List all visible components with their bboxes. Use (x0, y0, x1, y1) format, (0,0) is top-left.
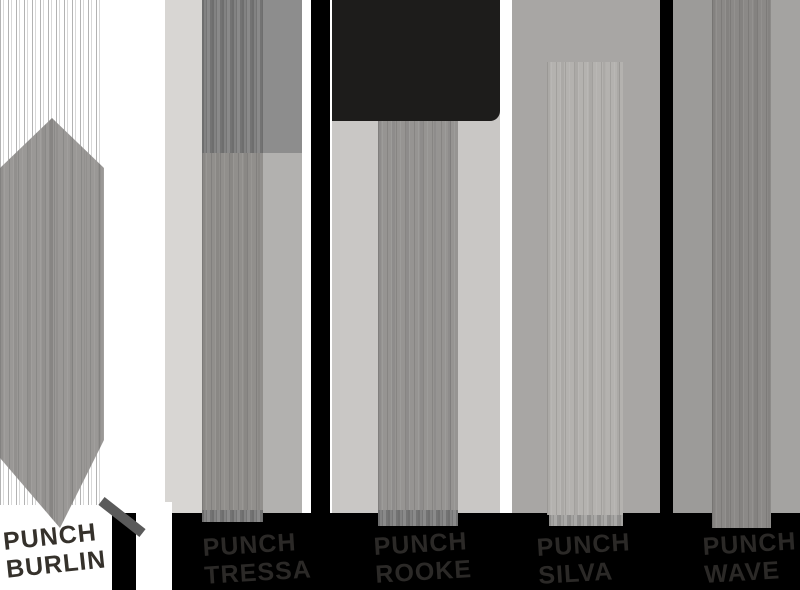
black-separator-bar (311, 0, 330, 590)
stretched-pixels-tressa-top (202, 0, 263, 153)
plank-center-seam (49, 118, 53, 528)
brand-text: PUNCH (535, 528, 632, 562)
backdrop-column-wave-right (771, 0, 800, 522)
white-divider-strip (136, 502, 172, 590)
backdrop-column-wave-left (673, 0, 712, 522)
gray-column-tressa-bottom (263, 153, 302, 515)
plank-sample-burlin (0, 118, 104, 528)
gray-column-tressa-top (263, 0, 302, 153)
dark-header-block (332, 0, 500, 121)
black-separator-bar (660, 0, 673, 590)
plank-sample-rooke (378, 121, 458, 510)
brand-text: PUNCH (201, 528, 298, 562)
plank-label-wave: PUNCH WAVE (701, 526, 800, 589)
stretched-pixels-tressa-bottom (202, 510, 263, 522)
plank-sample-tressa (202, 153, 263, 510)
plank-label-tressa: PUNCH TRESSA (201, 527, 345, 590)
brand-text: PUNCH (372, 527, 469, 561)
plank-sample-wave (712, 0, 771, 528)
plank-label-rooke: PUNCH ROOKE (372, 526, 516, 589)
stretched-pixels-silva-bottom (549, 515, 623, 526)
stretched-pixels-rooke-bottom (378, 510, 458, 526)
plank-label-silva: PUNCH SILVA (535, 527, 679, 590)
brand-text: PUNCH (701, 527, 798, 561)
plank-sample-silva (547, 62, 623, 515)
backdrop-column-tressa (165, 0, 202, 515)
